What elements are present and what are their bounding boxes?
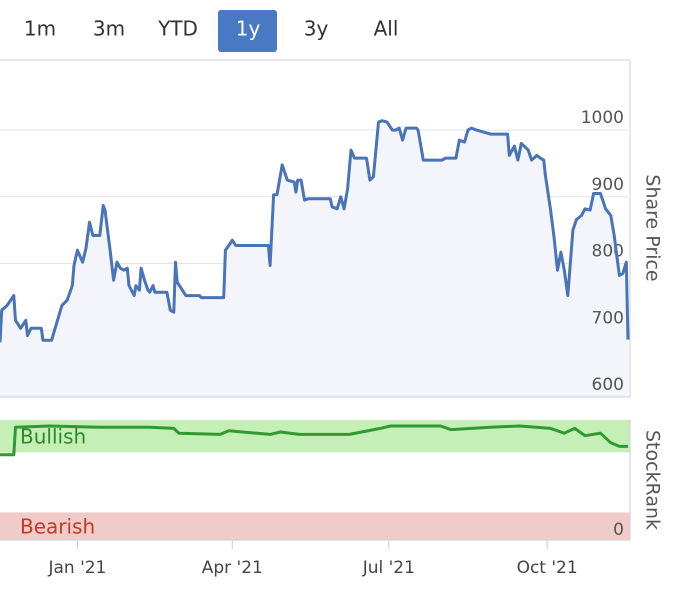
y-tick-label: 700 [592, 308, 624, 328]
x-tick-label: Jan '21 [47, 558, 106, 578]
y-tick-label: 0 [613, 520, 624, 540]
range-button[interactable]: 3m [93, 17, 125, 41]
x-tick-label: Oct '21 [517, 558, 578, 578]
band-label: Bullish [20, 425, 86, 449]
range-button[interactable]: YTD [157, 17, 198, 41]
range-button-active[interactable]: 1y [236, 17, 261, 41]
range-button[interactable]: 1m [24, 17, 56, 41]
active-button-bg [218, 10, 277, 52]
y-tick-label: 600 [592, 375, 624, 395]
band-label: Bearish [20, 515, 95, 539]
x-tick-label: Apr '21 [202, 558, 263, 578]
line [0, 424, 628, 457]
y-axis-title: Share Price [642, 174, 664, 281]
area [0, 120, 628, 397]
band [0, 512, 630, 540]
y-axis-title: StockRank [642, 430, 664, 530]
band [0, 420, 630, 453]
line [0, 119, 630, 343]
range-button[interactable]: All [374, 17, 399, 41]
range-button[interactable]: 3y [304, 17, 329, 41]
y-tick-label: 1000 [581, 108, 624, 128]
y-tick-label: 800 [592, 242, 624, 262]
y-tick-label: 900 [592, 175, 624, 195]
x-tick-label: Jul '21 [362, 558, 415, 578]
